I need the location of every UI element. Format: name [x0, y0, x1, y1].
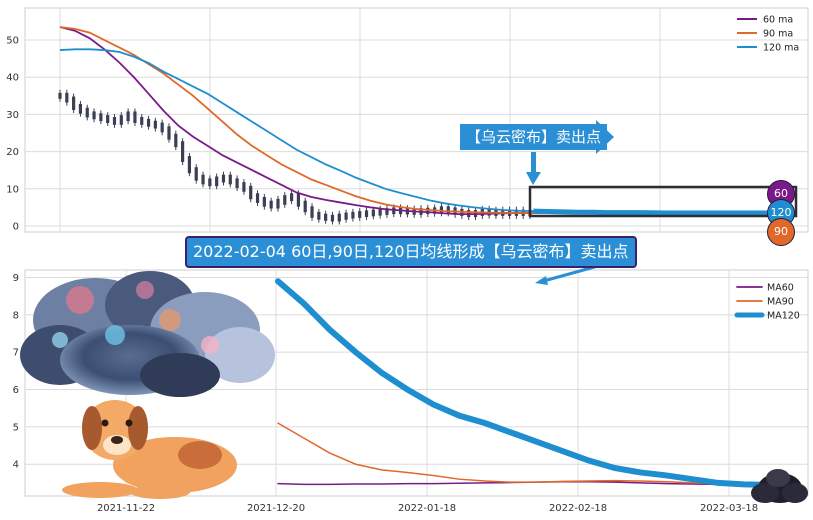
candle-body [249, 185, 253, 200]
lower-ma-lines [275, 278, 773, 488]
candle-body [310, 206, 314, 218]
lower-legend-label: MA60 [767, 283, 794, 294]
lower-legend-label: MA90 [767, 297, 794, 308]
lower-x-tick-label: 2022-02-18 [549, 503, 607, 514]
candle-body [146, 118, 151, 127]
upper-legend-label: 90 ma [763, 29, 793, 40]
upper-ma-lines [59, 26, 770, 216]
lower-series-line-2 [275, 278, 773, 488]
upper-y-tick-label: 50 [6, 36, 19, 47]
candle-body [269, 200, 273, 209]
lower-legend: MA60 MA90 MA120 [734, 283, 800, 322]
candle-body [385, 208, 389, 215]
candle-body [330, 214, 335, 222]
upper-y-tick-label: 40 [6, 73, 19, 84]
candle-body [324, 213, 328, 221]
candle-body [296, 193, 301, 207]
candle-body [344, 212, 348, 220]
lower-legend-label: MA120 [767, 311, 800, 322]
banner-pointer-head [535, 276, 548, 285]
candle-body [439, 206, 444, 214]
sell-point-callout: 【乌云密布】卖出点 [460, 124, 608, 150]
lower-x-ticks: 2021-11-22 2021-12-20 2022-01-18 2022-02-18… [97, 503, 758, 514]
candle-body [187, 156, 192, 174]
candle-body [317, 211, 321, 220]
upper-y-ticks: 0 10 20 30 40 50 [6, 36, 19, 233]
candle-body [262, 196, 266, 207]
candle-body [351, 211, 355, 219]
lower-y-tick-label: 5 [13, 422, 19, 433]
candle-body [426, 207, 430, 215]
candle-body [378, 208, 382, 216]
candle-body [221, 174, 226, 183]
candle-body [58, 92, 62, 99]
candle-body [201, 174, 205, 185]
cloud-pattern-box [528, 185, 798, 218]
down-arrow-shaft [531, 152, 536, 174]
candle-body [85, 107, 89, 118]
badge-90: 90 [767, 218, 795, 246]
lower-y-tick-label: 6 [13, 385, 19, 396]
small-dark-cloud-illustration [751, 469, 808, 503]
lower-y-tick-label: 9 [13, 273, 19, 284]
ma120-highlight-line [533, 208, 770, 216]
dog-illustration [62, 400, 237, 499]
candle-body [126, 111, 130, 122]
lower-series-line-1 [277, 422, 771, 486]
candle-body [78, 104, 83, 114]
candle-body [364, 210, 369, 218]
candle-body [153, 120, 157, 129]
candle-body [276, 198, 280, 209]
candle-body [358, 211, 362, 218]
candle-body [65, 92, 69, 103]
candle-body [215, 176, 219, 187]
candle-body [181, 141, 185, 163]
candle-body [140, 117, 144, 125]
candle-body [92, 111, 96, 120]
candle-body [167, 126, 171, 140]
storm-cloud-illustration [20, 271, 275, 397]
lower-x-tick-label: 2021-11-22 [97, 503, 155, 514]
candle-body [235, 178, 239, 189]
dark-cloud-banner: 2022-02-04 60日,90日,120日均线形成【乌云密布】卖出点 [185, 236, 637, 268]
upper-y-tick-label: 30 [6, 110, 19, 121]
upper-legend: 60 ma 90 ma 120 ma [737, 15, 799, 54]
candle-body [255, 193, 260, 203]
upper-legend-label: 60 ma [763, 15, 793, 26]
candle-body [72, 96, 76, 110]
candle-body [446, 206, 450, 214]
upper-y-tick-label: 0 [13, 222, 19, 233]
down-arrow-head [526, 172, 541, 185]
lower-y-tick-label: 4 [13, 460, 19, 471]
lower-x-tick-label: 2022-01-18 [398, 503, 456, 514]
candle-body [228, 174, 232, 185]
upper-legend-label: 120 ma [763, 43, 799, 54]
lower-y-tick-label: 7 [13, 348, 19, 359]
candle-body [133, 111, 137, 123]
candle-body [160, 122, 164, 133]
candle-body [337, 213, 341, 222]
candle-body [283, 195, 287, 205]
lower-y-tick-label: 8 [13, 310, 19, 321]
candle-body [371, 209, 375, 217]
candle-body [208, 178, 212, 187]
candle-body [119, 115, 123, 125]
upper-y-tick-label: 20 [6, 147, 19, 158]
candle-body [194, 167, 198, 181]
candle-body [112, 117, 117, 125]
banner-pointer-line [539, 264, 599, 284]
lower-x-tick-label: 2022-03-18 [700, 503, 758, 514]
lower-y-ticks: 4 5 6 7 8 9 [13, 273, 19, 471]
upper-grid [25, 8, 808, 232]
upper-y-tick-label: 10 [6, 184, 19, 195]
candle-body [174, 133, 178, 148]
lower-x-tick-label: 2021-12-20 [247, 503, 305, 514]
candle-body [106, 115, 110, 123]
candle-body [289, 193, 294, 202]
candle-body [99, 113, 103, 122]
candle-body [242, 182, 246, 192]
candle-body [303, 200, 307, 213]
